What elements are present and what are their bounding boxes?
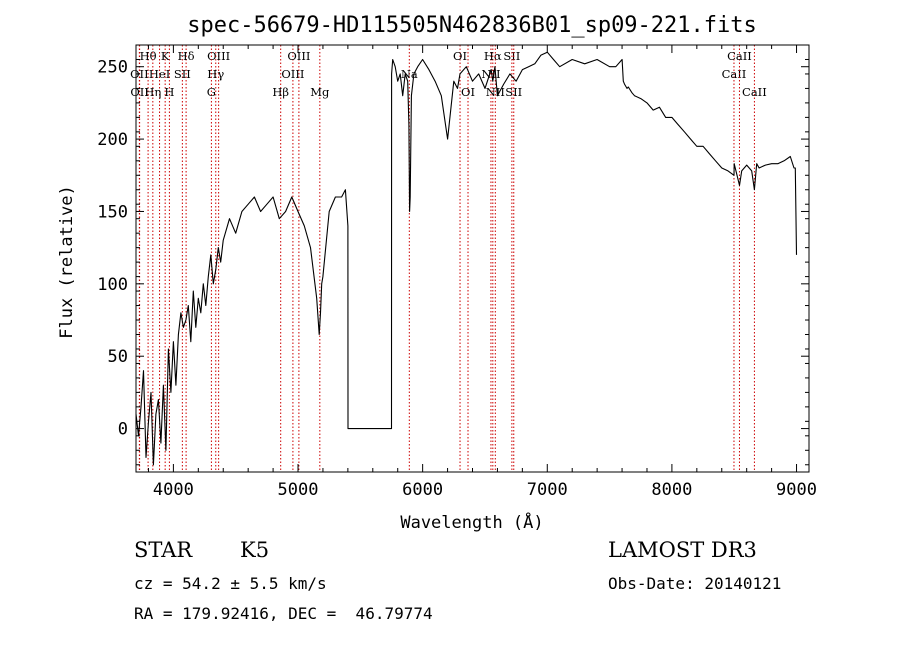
line-marker-label: OII [130, 85, 149, 99]
survey-name: LAMOST DR3 [608, 538, 757, 562]
coordinates-text: RA = 179.92416, DEC = 46.79774 [134, 604, 433, 623]
line-marker-label: OI [453, 49, 467, 63]
line-marker-label: HeI [149, 67, 170, 81]
line-marker-label: SII [503, 49, 520, 63]
line-marker-label: K [161, 49, 170, 63]
x-tick-label: 8000 [651, 480, 692, 500]
y-tick-label: 0 [118, 420, 128, 440]
line-marker-label: Na [401, 67, 418, 81]
y-tick-label: 100 [97, 275, 128, 295]
line-marker-label: SII [174, 67, 191, 81]
x-tick-label: 4000 [153, 480, 194, 500]
y-tick-label: 200 [97, 130, 128, 150]
redshift-text: cz = 54.2 ± 5.5 km/s [134, 574, 327, 593]
spectrum-line-0 [135, 51, 798, 466]
line-marker-label: Hη [144, 85, 161, 99]
line-marker-label: OIII [207, 49, 230, 63]
line-marker-label: H [164, 85, 174, 99]
line-marker-label: CaII [722, 67, 747, 81]
line-marker-label: Hγ [207, 67, 224, 81]
x-tick-label: 9000 [776, 480, 817, 500]
plot-frame [135, 44, 810, 473]
x-axis-label: Wavelength (Å) [400, 511, 543, 533]
x-tick-label: 7000 [527, 480, 568, 500]
line-marker-label: Mg [310, 85, 330, 99]
axis-layer: 4000 5000 6000 7000 8000 9000 0 50 100 150 200 250 [97, 45, 817, 500]
y-axis-label: Flux (relative) [57, 185, 77, 339]
line-marker-label: OIII [281, 67, 304, 81]
x-tick-label: 6000 [402, 480, 443, 500]
line-marker-label: CaII [742, 85, 767, 99]
x-tick-label: 5000 [278, 480, 319, 500]
y-tick-label: 150 [97, 202, 128, 222]
object-class: STAR [134, 538, 193, 562]
line-marker-label: NII [481, 67, 500, 81]
y-tick-label: 250 [97, 58, 128, 78]
line-marker-label: Hβ [272, 85, 289, 99]
object-subclass: K5 [240, 538, 270, 562]
spectrum-series-layer [135, 51, 798, 466]
line-marker-label: CaII [727, 49, 752, 63]
line-marker-label: G [207, 85, 216, 99]
line-marker-label: SII [505, 85, 522, 99]
line-marker-label: Hθ [140, 49, 157, 63]
line-marker-label: OIII [287, 49, 310, 63]
chart-title: spec-56679-HD115505N462836B01_sp09-221.f… [187, 13, 757, 38]
line-marker-label: Hα [484, 49, 502, 63]
obs-date-text: Obs-Date: 20140121 [608, 574, 782, 593]
y-tick-label: 50 [108, 347, 128, 367]
line-marker-label: Hδ [178, 49, 195, 63]
line-marker-label: NII [486, 85, 505, 99]
line-marker-label: OI [461, 85, 475, 99]
